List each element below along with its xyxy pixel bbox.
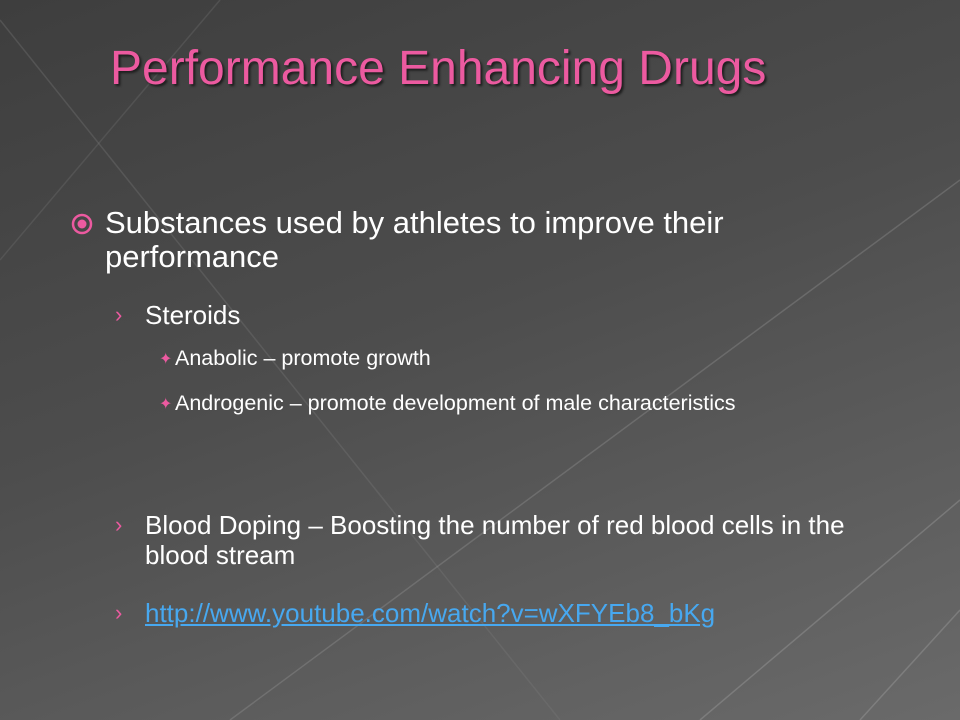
bullet-text: Blood Doping – Boosting the number of re… (145, 510, 845, 570)
bullet-text: Anabolic – promote growth (175, 346, 431, 370)
bullet-text: Substances used by athletes to improve t… (105, 205, 724, 274)
link[interactable]: http://www.youtube.com/watch?v=wXFYEb8_b… (145, 598, 716, 628)
bullet-dot: ✦ (159, 351, 173, 368)
bullet-text: Steroids (145, 300, 241, 330)
bullet-chevron: › (115, 302, 123, 327)
bullet-chevron: › (115, 512, 123, 537)
bullet-text: Androgenic – promote development of male… (175, 391, 736, 415)
bullet-chevron: › (115, 600, 123, 625)
bullet-icon (71, 213, 93, 235)
link-item: http://www.youtube.com/watch?v=wXFYEb8_b… (145, 598, 905, 628)
slide-title: Performance Enhancing Drugs (110, 42, 767, 95)
bullet-dot: ✦ (159, 396, 173, 413)
